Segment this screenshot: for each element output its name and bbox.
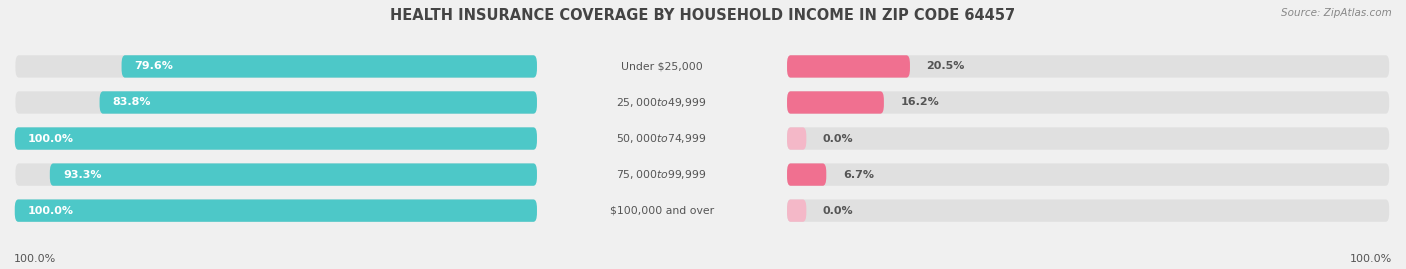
Text: 100.0%: 100.0% xyxy=(1350,254,1392,264)
FancyBboxPatch shape xyxy=(15,55,536,78)
Text: 0.0%: 0.0% xyxy=(823,133,853,144)
FancyBboxPatch shape xyxy=(787,91,884,114)
FancyBboxPatch shape xyxy=(100,91,537,114)
Text: 93.3%: 93.3% xyxy=(63,169,101,180)
Text: 100.0%: 100.0% xyxy=(28,133,75,144)
FancyBboxPatch shape xyxy=(121,55,537,78)
Text: $75,000 to $99,999: $75,000 to $99,999 xyxy=(616,168,707,181)
FancyBboxPatch shape xyxy=(787,55,910,78)
Text: 20.5%: 20.5% xyxy=(927,61,965,72)
FancyBboxPatch shape xyxy=(787,163,827,186)
Text: 79.6%: 79.6% xyxy=(135,61,173,72)
FancyBboxPatch shape xyxy=(787,163,1389,186)
Text: 6.7%: 6.7% xyxy=(842,169,873,180)
Text: HEALTH INSURANCE COVERAGE BY HOUSEHOLD INCOME IN ZIP CODE 64457: HEALTH INSURANCE COVERAGE BY HOUSEHOLD I… xyxy=(391,8,1015,23)
FancyBboxPatch shape xyxy=(15,127,536,150)
FancyBboxPatch shape xyxy=(15,163,536,186)
FancyBboxPatch shape xyxy=(14,127,537,150)
Text: Source: ZipAtlas.com: Source: ZipAtlas.com xyxy=(1281,8,1392,18)
Text: $25,000 to $49,999: $25,000 to $49,999 xyxy=(616,96,707,109)
Text: Under $25,000: Under $25,000 xyxy=(621,61,703,72)
FancyBboxPatch shape xyxy=(787,199,1389,222)
FancyBboxPatch shape xyxy=(15,199,536,222)
Text: $100,000 and over: $100,000 and over xyxy=(610,206,714,216)
Text: 16.2%: 16.2% xyxy=(900,97,939,108)
FancyBboxPatch shape xyxy=(787,199,807,222)
FancyBboxPatch shape xyxy=(787,55,1389,78)
Text: 100.0%: 100.0% xyxy=(14,254,56,264)
Text: $50,000 to $74,999: $50,000 to $74,999 xyxy=(616,132,707,145)
FancyBboxPatch shape xyxy=(14,199,537,222)
Text: 100.0%: 100.0% xyxy=(28,206,75,216)
Text: 0.0%: 0.0% xyxy=(823,206,853,216)
FancyBboxPatch shape xyxy=(49,163,537,186)
FancyBboxPatch shape xyxy=(15,91,536,114)
Text: 83.8%: 83.8% xyxy=(112,97,152,108)
FancyBboxPatch shape xyxy=(787,127,1389,150)
FancyBboxPatch shape xyxy=(787,91,1389,114)
FancyBboxPatch shape xyxy=(787,127,807,150)
